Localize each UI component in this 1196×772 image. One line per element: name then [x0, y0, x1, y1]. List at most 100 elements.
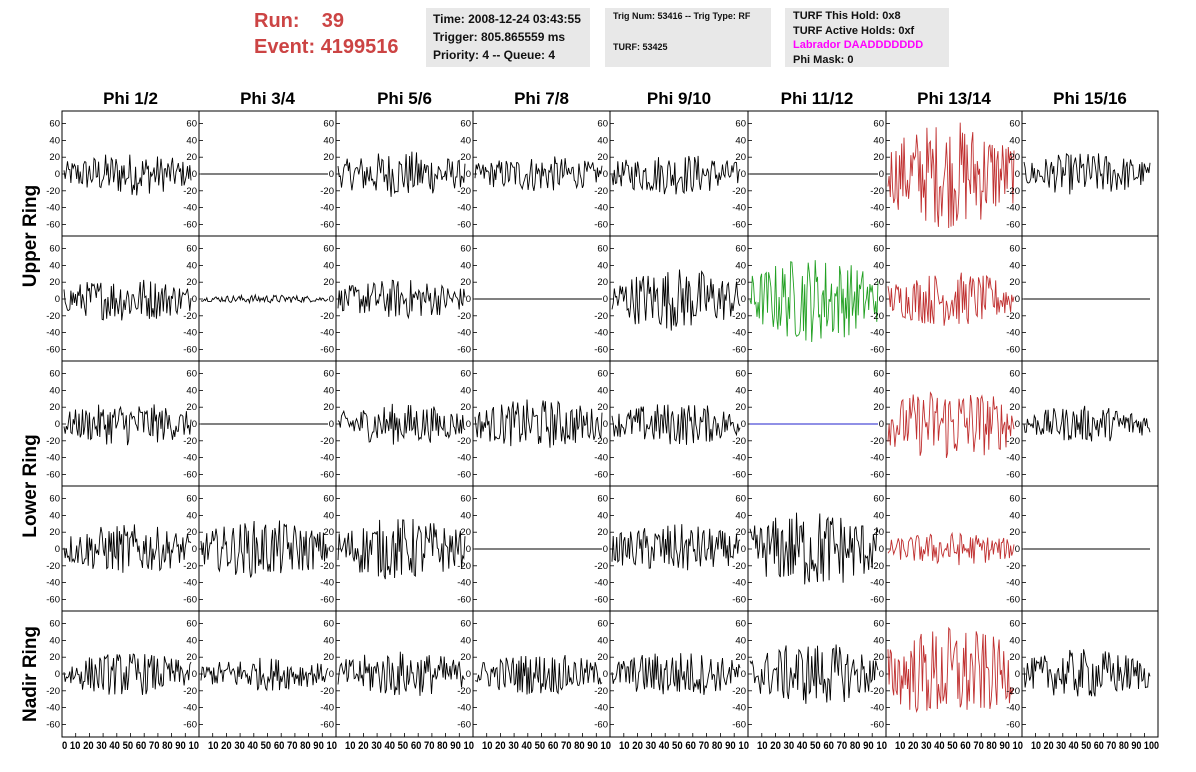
y-tick-label: -60: [1006, 594, 1020, 605]
waveform-trace: [63, 154, 192, 196]
y-tick-label: 20: [49, 152, 60, 163]
y-tick-label: -40: [594, 203, 608, 214]
y-tick-label: 40: [460, 635, 471, 646]
y-tick-label: -20: [1006, 311, 1020, 322]
y-tick-label: -20: [732, 436, 746, 447]
y-tick-label: -40: [320, 203, 334, 214]
waveform-trace: [749, 644, 879, 704]
y-tick-label: 60: [873, 119, 884, 130]
y-tick-label: 60: [597, 619, 608, 630]
y-tick-label: 0: [603, 544, 608, 555]
y-tick-label: 20: [323, 652, 334, 663]
y-tick-label: -60: [46, 344, 60, 355]
y-tick-label: 0: [192, 294, 197, 305]
ring-label: Upper Ring: [20, 185, 41, 287]
y-tick-label: 60: [49, 494, 60, 505]
y-tick-label: 0: [1015, 169, 1020, 180]
y-tick-label: -40: [1006, 328, 1020, 339]
waveform-trace: [474, 156, 603, 191]
y-tick-label: 0: [741, 169, 746, 180]
y-tick-label: 20: [460, 652, 471, 663]
y-tick-label: 20: [460, 277, 471, 288]
y-tick-label: -40: [183, 328, 197, 339]
y-tick-label: -60: [732, 469, 746, 480]
waveform-trace: [475, 654, 603, 695]
y-tick-label: 0: [741, 669, 746, 680]
y-tick-label: -20: [1006, 561, 1020, 572]
panel-frame: [335, 110, 474, 237]
y-tick-label: 40: [873, 260, 884, 271]
y-tick-label: 60: [460, 119, 471, 130]
y-tick-label: 0: [329, 669, 334, 680]
y-tick-label: 40: [49, 385, 60, 396]
y-tick-label: 60: [1009, 244, 1020, 255]
y-tick-label: 20: [323, 527, 334, 538]
y-tick-label: 0: [329, 419, 334, 430]
y-tick-label: -40: [870, 328, 884, 339]
y-tick-label: 0: [192, 544, 197, 555]
y-tick-label: 20: [186, 527, 197, 538]
waveform-trace: [337, 279, 466, 320]
waveform-trace: [474, 399, 603, 448]
y-tick-label: -60: [1006, 469, 1020, 480]
waveform-trace: [887, 122, 1015, 229]
y-tick-label: 60: [186, 244, 197, 255]
y-tick-label: 40: [323, 385, 334, 396]
y-tick-label: 40: [460, 260, 471, 271]
y-tick-label: -60: [870, 344, 884, 355]
y-tick-label: 20: [873, 527, 884, 538]
y-tick-label: 20: [186, 152, 197, 163]
y-tick-label: 0: [1015, 544, 1020, 555]
timing-info-box: Time: 2008-12-24 03:43:55 Trigger: 805.8…: [426, 8, 590, 67]
waveform-trace: [611, 155, 741, 195]
y-tick-label: 60: [460, 244, 471, 255]
turf-text: TURF: 53425: [613, 42, 668, 52]
y-tick-label: 60: [873, 369, 884, 380]
y-tick-label: -20: [1006, 686, 1020, 697]
waveform-trace: [1023, 153, 1151, 195]
y-tick-label: 20: [460, 527, 471, 538]
y-tick-label: 60: [597, 369, 608, 380]
y-tick-label: -60: [1006, 344, 1020, 355]
column-title: Phi 5/6: [377, 89, 432, 108]
y-tick-label: 60: [597, 244, 608, 255]
y-tick-label: 40: [597, 385, 608, 396]
y-tick-label: -40: [1006, 578, 1020, 589]
waveform-trace: [63, 404, 192, 446]
y-tick-label: 20: [323, 402, 334, 413]
y-tick-label: -20: [46, 186, 60, 197]
trigger-info-box: Trig Num: 53416 -- Trig Type: RF TURF: 5…: [605, 8, 771, 67]
y-tick-label: 0: [879, 169, 884, 180]
y-tick-label: 40: [873, 385, 884, 396]
y-tick-label: -40: [183, 578, 197, 589]
y-tick-label: 40: [460, 510, 471, 521]
y-tick-label: -40: [870, 203, 884, 214]
y-tick-label: 60: [323, 619, 334, 630]
x-tick-labels: 10 20 30 40 50 60 70 80 90 10: [482, 740, 611, 752]
y-tick-label: 20: [460, 402, 471, 413]
y-tick-label: 40: [323, 135, 334, 146]
y-tick-label: -40: [46, 328, 60, 339]
y-tick-label: 40: [186, 135, 197, 146]
y-tick-label: 60: [460, 369, 471, 380]
y-tick-label: 0: [466, 169, 471, 180]
y-tick-label: 40: [735, 385, 746, 396]
y-tick-label: 20: [873, 277, 884, 288]
y-tick-label: -20: [320, 311, 334, 322]
waveform-trace: [749, 260, 879, 343]
waveform-trace: [749, 512, 879, 585]
y-tick-label: -40: [594, 703, 608, 714]
y-tick-label: -60: [732, 719, 746, 730]
y-tick-label: 40: [186, 385, 197, 396]
turf-info-box: TURF This Hold: 0x8 TURF Active Holds: 0…: [785, 8, 949, 67]
y-tick-label: 0: [1015, 419, 1020, 430]
priority-text: Priority: 4 -- Queue: 4: [433, 48, 556, 62]
y-tick-label: -20: [320, 561, 334, 572]
y-tick-label: -40: [594, 453, 608, 464]
y-tick-label: -40: [183, 703, 197, 714]
y-tick-label: -60: [320, 344, 334, 355]
y-tick-label: -60: [320, 219, 334, 230]
y-tick-label: -40: [870, 453, 884, 464]
y-tick-label: 40: [735, 260, 746, 271]
y-tick-label: -20: [732, 186, 746, 197]
